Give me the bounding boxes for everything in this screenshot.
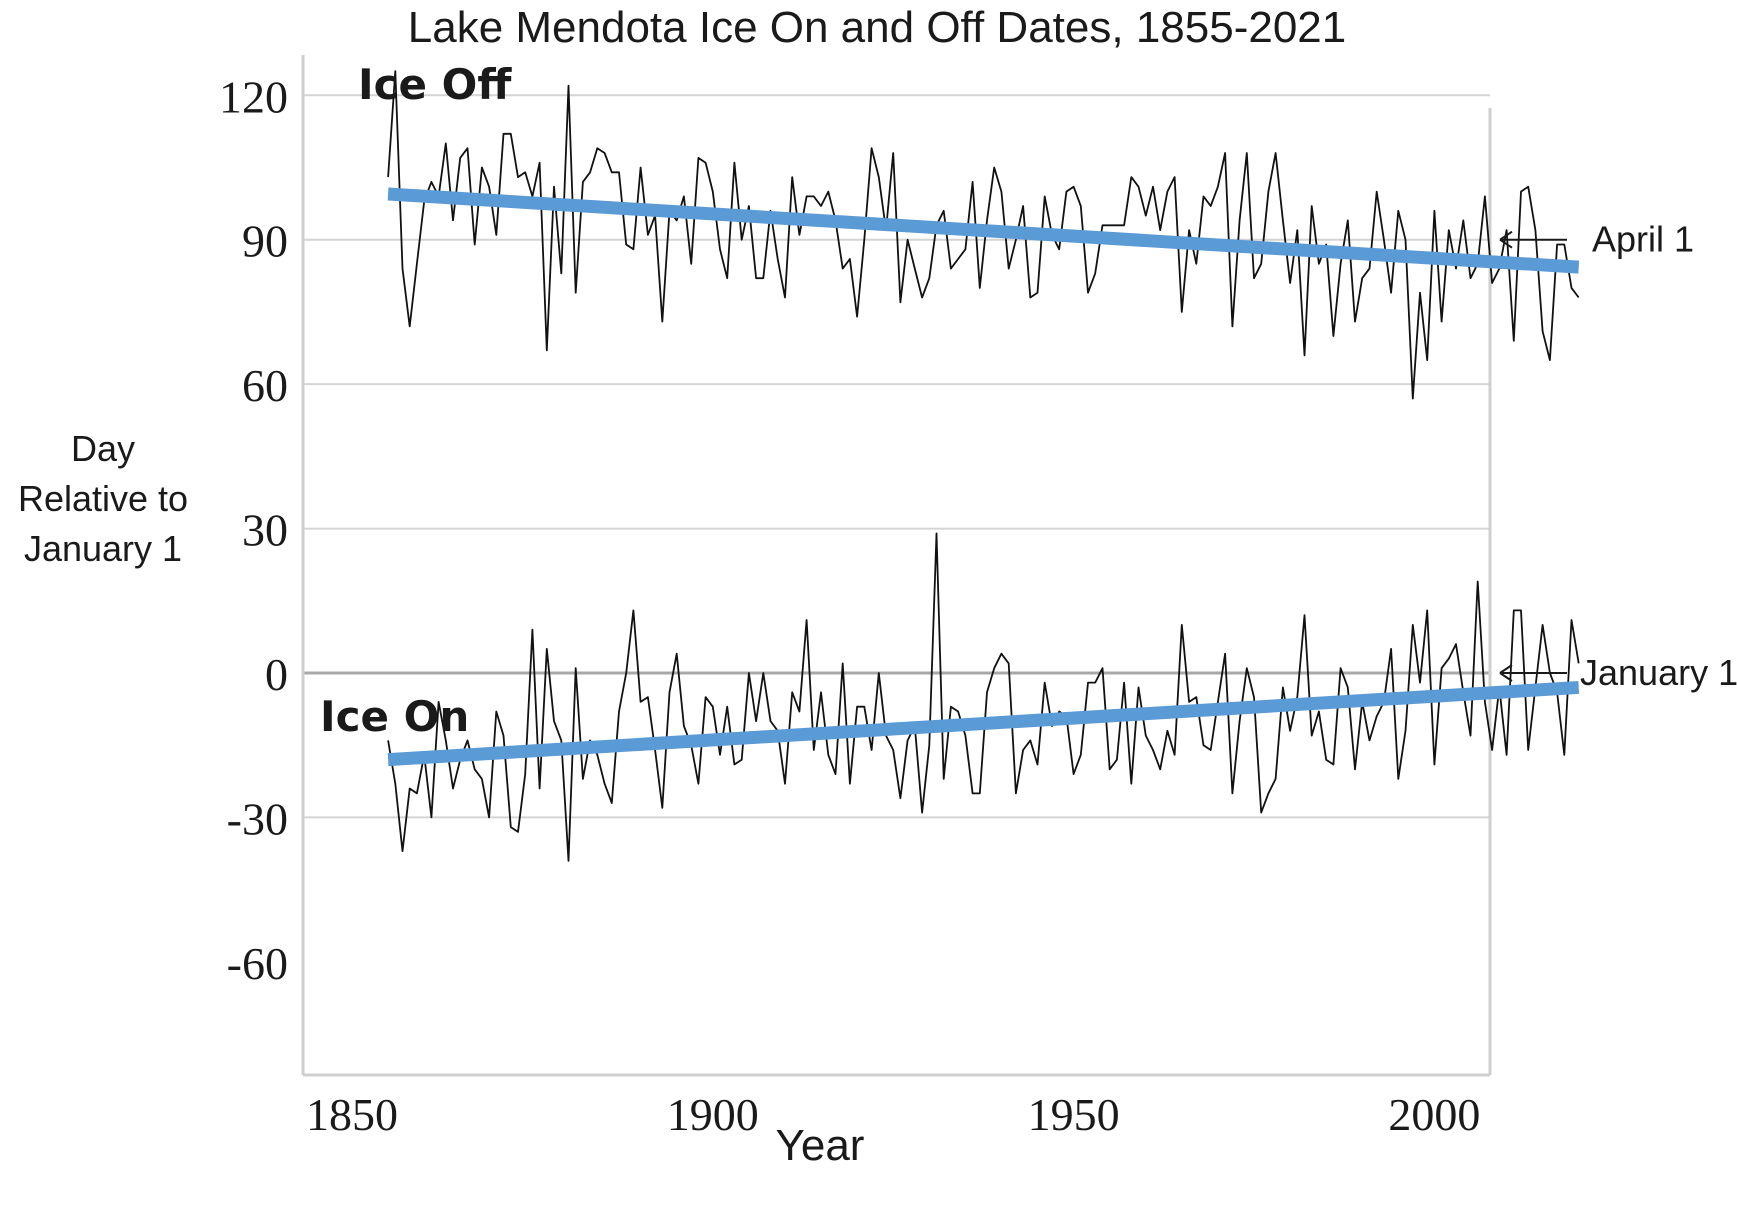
- series-label-ice-on: Ice On: [320, 692, 469, 741]
- annotation-label-1: January 1: [1580, 652, 1737, 693]
- y-tick-label-3: 30: [242, 505, 288, 556]
- series-line-ice-on: [387, 532, 1580, 862]
- y-tick-label-0: 120: [219, 71, 288, 122]
- annotation-label-0: April 1: [1592, 219, 1694, 260]
- y-axis-label-line-1: Day: [71, 428, 135, 469]
- y-tick-label-4: 0: [265, 649, 288, 700]
- x-tick-label-1: 1900: [667, 1089, 759, 1140]
- annotations: April 1 January 1: [1499, 219, 1737, 693]
- annotation-arrowhead-0: [1499, 230, 1513, 249]
- y-tick-label-1: 90: [242, 216, 288, 267]
- y-tick-label-6: -60: [227, 938, 288, 989]
- trend-line-ice-off: [387, 187, 1580, 274]
- trend-line-ice-on: [387, 680, 1580, 767]
- y-axis-label-line-3: January 1: [24, 528, 182, 569]
- x-tick-label-0: 1850: [306, 1089, 398, 1140]
- gridlines: [303, 94, 1490, 819]
- series-label-ice-off: Ice Off: [358, 60, 512, 109]
- y-axis-label-line-2: Relative to: [18, 478, 188, 519]
- y-tick-label-5: -30: [227, 793, 288, 844]
- x-tick-label-2: 1950: [1028, 1089, 1120, 1140]
- x-tick-label-3: 2000: [1388, 1089, 1480, 1140]
- annotation-arrowhead-1: [1499, 664, 1513, 682]
- chart-title: Lake Mendota Ice On and Off Dates, 1855-…: [408, 3, 1346, 52]
- x-axis-label: Year: [776, 1121, 865, 1170]
- trend-lines: [387, 187, 1580, 767]
- y-tick-labels: 120 90 60 30 0 -30 -60: [219, 71, 288, 989]
- series-lines: [387, 70, 1580, 862]
- y-tick-label-2: 60: [242, 360, 288, 411]
- x-tick-labels: 1850 1900 1950 2000: [306, 1089, 1480, 1140]
- series-line-ice-off: [387, 70, 1580, 400]
- axes: [301, 55, 1492, 1077]
- y-axis-label: Day Relative to January 1: [18, 428, 188, 569]
